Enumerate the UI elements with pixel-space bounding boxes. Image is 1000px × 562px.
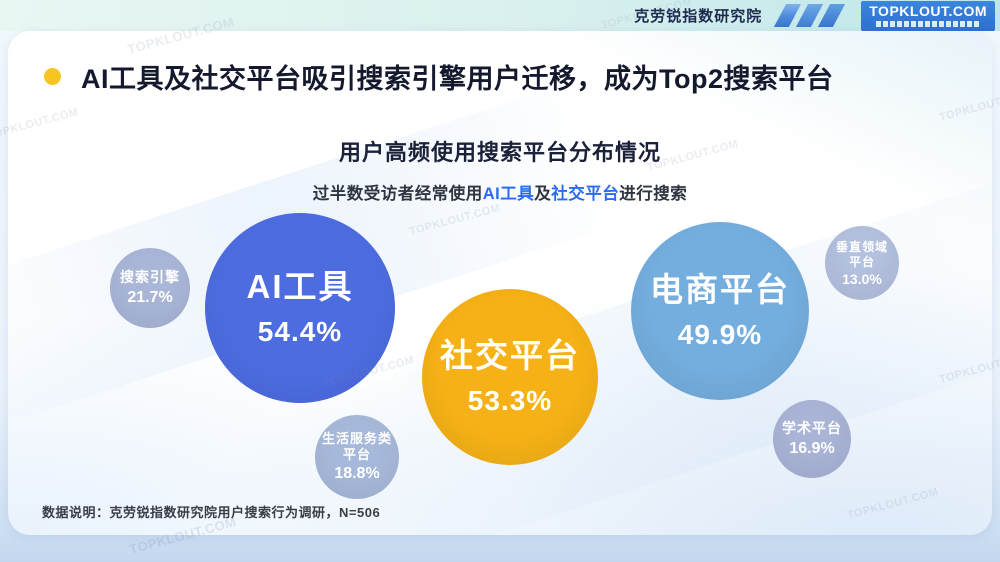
slash-decoration	[774, 4, 846, 27]
bubble-label: 垂直领域	[835, 239, 888, 254]
chart-header: 用户高频使用搜索平台分布情况 过半数受访者经常使用AI工具及社交平台进行搜索	[8, 135, 992, 204]
subtitle-highlight-ai: AI工具	[482, 185, 535, 203]
content-card: AI工具及社交平台吸引搜索引擎用户迁移，成为Top2搜索平台 用户高频使用搜索平…	[8, 31, 992, 535]
page-title: AI工具及社交平台吸引搜索引擎用户迁移，成为Top2搜索平台	[81, 64, 834, 94]
subtitle-text: 进行搜索	[619, 185, 688, 203]
chart-title: 用户高频使用搜索平台分布情况	[338, 140, 661, 165]
bubble-label: 生活服务类	[321, 430, 392, 446]
bubble-label-line2: 平台	[848, 254, 875, 269]
bubble-value: 54.4%	[257, 315, 343, 347]
org-name: 克劳锐指数研究院	[634, 8, 763, 25]
top-bar: 克劳锐指数研究院 TOPKLOUT.COM	[0, 0, 1000, 31]
subtitle-highlight-social: 社交平台	[551, 185, 620, 203]
bubble-label-line2: 平台	[342, 447, 371, 462]
bullet-icon	[44, 68, 61, 85]
bubble-value: 53.3%	[467, 384, 553, 416]
bubble-academic-platform: 学术平台 16.9%	[773, 400, 851, 478]
subtitle-text: 过半数受访者经常使用	[312, 185, 483, 203]
bubble-label: 社交平台	[440, 337, 580, 375]
bubble-life-services-platform: 生活服务类 平台 18.8%	[315, 415, 399, 499]
slide-title-row: AI工具及社交平台吸引搜索引擎用户迁移，成为Top2搜索平台	[44, 57, 834, 96]
bubble-ecommerce-platform: 电商平台 49.9%	[631, 222, 809, 400]
bubble-value: 13.0%	[842, 270, 882, 287]
slash-icon	[818, 4, 846, 27]
bubble-label: 学术平台	[782, 420, 842, 437]
bubble-search-engine: 搜索引擎 21.7%	[110, 248, 190, 328]
data-source-note: 数据说明：克劳锐指数研究院用户搜索行为调研，N=506	[42, 505, 381, 520]
chart-subtitle: 过半数受访者经常使用AI工具及社交平台进行搜索	[8, 180, 992, 204]
bubble-label: 搜索引擎	[120, 269, 180, 286]
subtitle-text: 及	[534, 185, 552, 203]
bubble-value: 16.9%	[789, 439, 835, 457]
bubble-label: AI工具	[246, 268, 354, 306]
bubble-value: 18.8%	[334, 465, 380, 483]
bubble-vertical-domain-platform: 垂直领域 平台 13.0%	[825, 226, 899, 300]
bubble-label: 电商平台	[650, 271, 790, 309]
bubble-value: 49.9%	[677, 318, 763, 350]
topklout-logo: TOPKLOUT.COM	[861, 0, 995, 31]
bubble-ai-tools: AI工具 54.4%	[205, 213, 395, 403]
bubble-social-platform: 社交平台 53.3%	[422, 289, 598, 465]
logo-tagline-strip	[876, 20, 981, 27]
bubble-value: 21.7%	[127, 288, 173, 306]
logo-text: TOPKLOUT.COM	[869, 2, 987, 19]
